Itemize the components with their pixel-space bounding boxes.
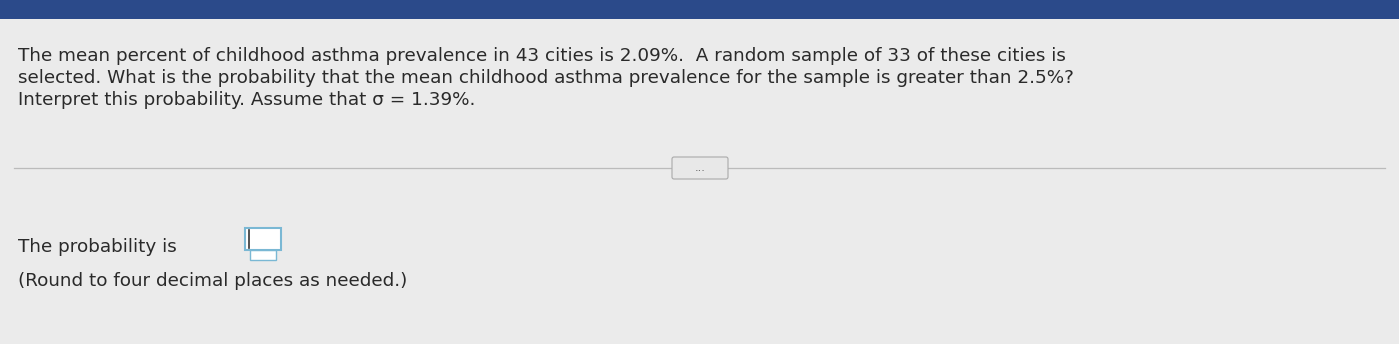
- FancyBboxPatch shape: [245, 228, 281, 250]
- Text: The mean percent of childhood asthma prevalence in 43 cities is 2.09%.  A random: The mean percent of childhood asthma pre…: [18, 47, 1066, 65]
- Text: selected. What is the probability that the mean childhood asthma prevalence for : selected. What is the probability that t…: [18, 69, 1074, 87]
- Text: (Round to four decimal places as needed.): (Round to four decimal places as needed.…: [18, 272, 407, 290]
- Text: Interpret this probability. Assume that σ = 1.39%.: Interpret this probability. Assume that …: [18, 91, 476, 109]
- Text: ...: ...: [694, 163, 705, 173]
- FancyBboxPatch shape: [672, 157, 727, 179]
- FancyBboxPatch shape: [250, 250, 276, 260]
- Bar: [0, 0, 1399, 19]
- Text: The probability is: The probability is: [18, 238, 176, 256]
